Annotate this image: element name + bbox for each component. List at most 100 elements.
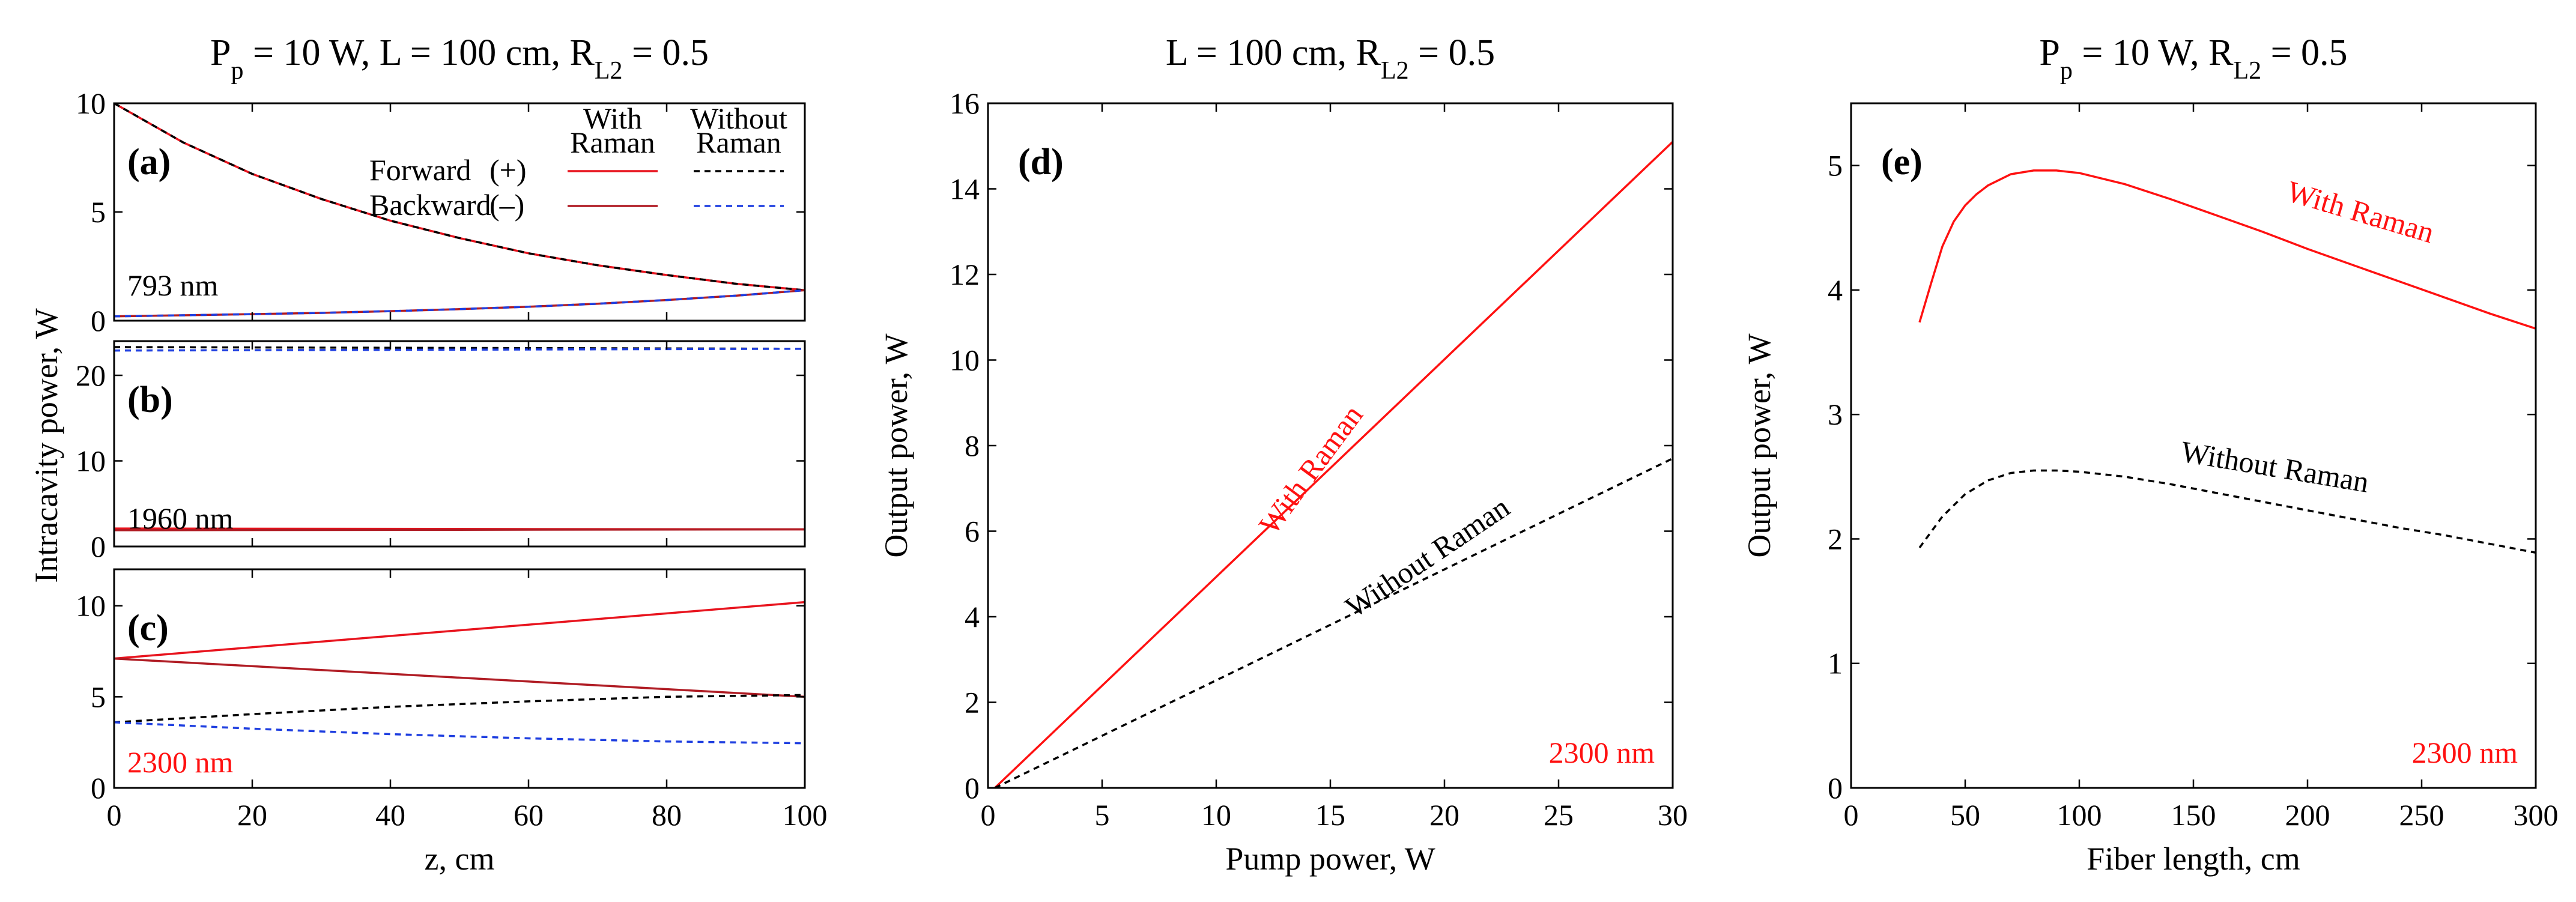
wavelength-label-a: 793 nm [127, 268, 219, 302]
y-tick-label-a: 0 [91, 304, 106, 337]
y-tick-label-a: 5 [91, 195, 106, 229]
series-line-a-3 [114, 289, 805, 318]
y-tick-label-e: 3 [1828, 398, 1843, 431]
title-left-part: P [210, 32, 231, 73]
y-tick-label-d: 12 [950, 258, 980, 291]
legend-col-without: Raman [696, 126, 781, 159]
y-tick-label-d: 14 [950, 172, 980, 206]
title-left: Pp = 10 W, L = 100 cm, RL2 = 0.5 [210, 32, 709, 85]
plot-frame-b [113, 340, 806, 548]
x-tick-label-e: 0 [1844, 798, 1859, 832]
plot-frame-c [113, 568, 806, 789]
x-tick-label-e: 200 [2285, 798, 2330, 832]
panel-label-e: (e) [1881, 142, 1923, 183]
x-tick-label-c: 60 [514, 798, 544, 832]
legend-row-backward: Backward [369, 188, 491, 222]
y-tick-label-d: 8 [965, 429, 980, 462]
series-line-d-0 [994, 141, 1674, 789]
x-tick-label-c: 20 [237, 798, 267, 832]
x-tick-label-d: 30 [1658, 798, 1688, 832]
title-e-part: P [2039, 32, 2059, 73]
y-axis-label-d: Output power, W [878, 333, 914, 557]
x-axis-label-e: Fiber length, cm [2087, 841, 2300, 877]
series-line-d-1 [994, 457, 1673, 789]
legend-row-forward-sign: (+) [489, 153, 527, 187]
series-line-e-1 [1918, 469, 2536, 554]
legend-col-without: Without [690, 101, 787, 135]
series-line-e-0 [1918, 169, 2536, 330]
x-tick-label-e: 100 [2057, 798, 2102, 832]
y-tick-label-e: 1 [1828, 647, 1843, 680]
x-tick-label-d: 20 [1429, 798, 1459, 832]
y-tick-label-c: 10 [76, 589, 106, 623]
legend-col-with: Raman [570, 126, 655, 159]
title-left-part: = 10 W, L = 100 cm, R [244, 32, 595, 73]
series-label-d-with: With Raman [1252, 399, 1369, 540]
y-tick-label-c: 0 [91, 771, 106, 805]
y-tick-label-b: 20 [76, 359, 106, 392]
series-line-c-2 [114, 694, 805, 724]
title-d-part: = 0.5 [1409, 32, 1495, 73]
title-e-part: = 0.5 [2261, 32, 2347, 73]
wavelength-label-c: 2300 nm [127, 745, 234, 779]
series-label-d-without: Without Raman [1339, 490, 1515, 624]
panel-label-a: (a) [127, 142, 171, 183]
x-tick-label-d: 10 [1201, 798, 1231, 832]
x-tick-label-d: 0 [981, 798, 996, 832]
y-tick-label-d: 6 [965, 515, 980, 548]
title-e-part: L2 [2233, 57, 2261, 85]
x-tick-label-c: 0 [107, 798, 122, 832]
y-tick-label-e: 4 [1828, 273, 1843, 307]
series-line-c-1 [114, 657, 805, 698]
y-tick-label-d: 0 [965, 771, 980, 805]
y-axis-label-left: Intracavity power, W [28, 308, 64, 583]
series-line-c-0 [114, 601, 805, 660]
x-tick-label-e: 150 [2171, 798, 2216, 832]
y-tick-label-d: 2 [965, 686, 980, 719]
title-e: Pp = 10 W, RL2 = 0.5 [2039, 32, 2347, 85]
panel-label-b: (b) [127, 380, 173, 420]
y-tick-label-a: 10 [76, 86, 106, 120]
wavelength-label-e: 2300 nm [2412, 736, 2518, 769]
title-left-part: L2 [595, 57, 623, 85]
series-line-a-1 [114, 102, 805, 292]
series-label-e-with: With Raman [2284, 174, 2438, 249]
y-tick-label-c: 5 [91, 680, 106, 713]
title-e-part: = 10 W, R [2073, 32, 2234, 73]
wavelength-label-d: 2300 nm [1549, 736, 1655, 769]
wavelength-label-b: 1960 nm [127, 501, 234, 535]
x-tick-label-e: 50 [1950, 798, 1980, 832]
x-tick-label-c: 40 [375, 798, 405, 832]
panel-label-c: (c) [127, 608, 169, 649]
legend-row-backward-sign: (–) [489, 188, 524, 222]
title-left-part: p [231, 57, 244, 85]
title-d: L = 100 cm, RL2 = 0.5 [1166, 32, 1495, 85]
y-tick-label-e: 2 [1828, 522, 1843, 555]
y-tick-label-b: 0 [91, 530, 106, 563]
x-tick-label-c: 100 [783, 798, 828, 832]
x-axis-label-c: z, cm [425, 841, 495, 877]
title-left-part: = 0.5 [622, 32, 708, 73]
x-tick-label-c: 80 [652, 798, 682, 832]
series-label-e-without: Without Raman [2178, 434, 2371, 498]
title-e-part: p [2060, 57, 2073, 85]
title-d-part: L2 [1381, 57, 1409, 85]
y-axis-label-e: Output power, W [1741, 333, 1777, 557]
x-tick-label-d: 15 [1315, 798, 1345, 832]
x-axis-label-d: Pump power, W [1225, 841, 1435, 877]
series-line-c-3 [114, 721, 805, 745]
y-tick-label-d: 10 [950, 344, 980, 377]
y-tick-label-b: 10 [76, 444, 106, 478]
y-tick-label-e: 0 [1828, 771, 1843, 805]
legend-row-forward: Forward [369, 153, 471, 187]
series-line-b-1 [114, 348, 805, 352]
y-tick-label-d: 16 [950, 86, 980, 120]
panel-label-d: (d) [1018, 142, 1064, 183]
x-tick-label-e: 250 [2399, 798, 2444, 832]
x-tick-label-d: 5 [1095, 798, 1110, 832]
title-d-part: L = 100 cm, R [1166, 32, 1381, 73]
y-tick-label-d: 4 [965, 600, 980, 634]
y-tick-label-e: 5 [1828, 149, 1843, 183]
x-tick-label-d: 25 [1544, 798, 1574, 832]
